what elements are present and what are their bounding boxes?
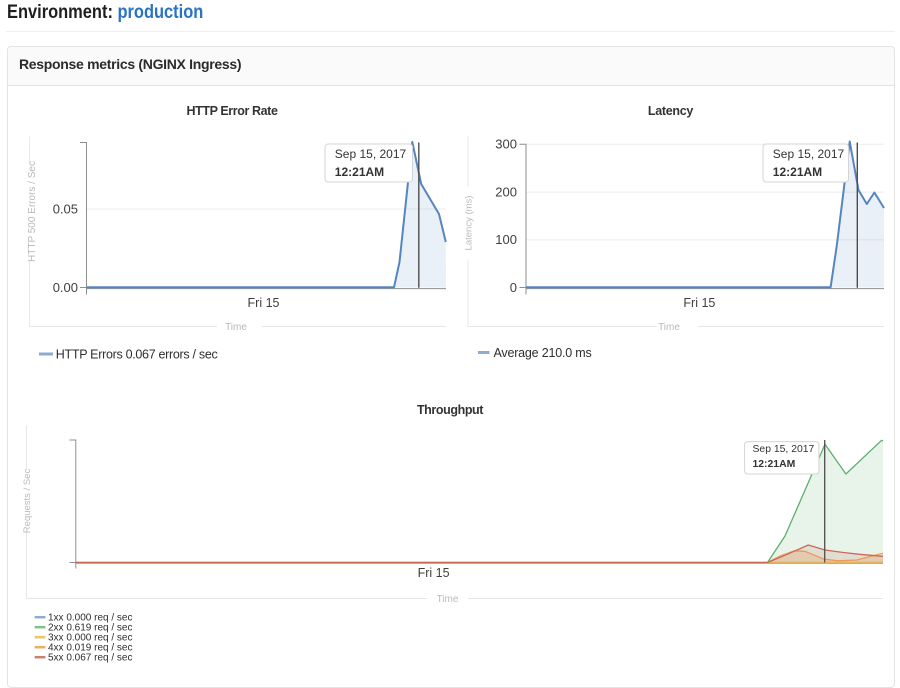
svg-text:200: 200 bbox=[495, 184, 517, 199]
svg-text:1xx 0.000 req / sec: 1xx 0.000 req / sec bbox=[48, 613, 133, 624]
svg-text:Fri 15: Fri 15 bbox=[683, 296, 715, 310]
svg-text:0.05: 0.05 bbox=[53, 202, 78, 217]
svg-text:Requests / Sec: Requests / Sec bbox=[22, 469, 33, 534]
svg-text:Latency (ms): Latency (ms) bbox=[464, 196, 475, 251]
svg-text:Fri 15: Fri 15 bbox=[418, 566, 450, 580]
svg-text:0.00: 0.00 bbox=[53, 280, 78, 295]
svg-text:Time: Time bbox=[658, 322, 680, 333]
svg-text:Throughput: Throughput bbox=[417, 403, 484, 417]
svg-text:300: 300 bbox=[495, 137, 517, 152]
svg-text:Sep 15, 2017: Sep 15, 2017 bbox=[753, 444, 815, 455]
svg-text:Fri 15: Fri 15 bbox=[248, 296, 280, 310]
svg-text:0: 0 bbox=[510, 280, 517, 295]
svg-text:HTTP Error Rate: HTTP Error Rate bbox=[186, 104, 277, 118]
svg-text:4xx 0.019 req / sec: 4xx 0.019 req / sec bbox=[48, 643, 133, 654]
svg-text:Time: Time bbox=[437, 594, 459, 605]
svg-text:Latency: Latency bbox=[648, 104, 693, 118]
svg-text:Sep 15, 2017: Sep 15, 2017 bbox=[773, 147, 845, 161]
svg-text:HTTP Errors 0.067 errors / sec: HTTP Errors 0.067 errors / sec bbox=[56, 348, 218, 362]
svg-text:2xx 0.619 req / sec: 2xx 0.619 req / sec bbox=[48, 623, 133, 634]
svg-text:Average 210.0 ms: Average 210.0 ms bbox=[494, 346, 592, 360]
svg-text:12:21AM: 12:21AM bbox=[753, 459, 796, 470]
svg-text:12:21AM: 12:21AM bbox=[335, 165, 384, 179]
svg-text:3xx 0.000 req / sec: 3xx 0.000 req / sec bbox=[48, 633, 133, 644]
svg-text:HTTP 500 Errors / Sec: HTTP 500 Errors / Sec bbox=[27, 161, 38, 262]
svg-text:12:21AM: 12:21AM bbox=[773, 165, 822, 179]
svg-text:5xx 0.067 req / sec: 5xx 0.067 req / sec bbox=[48, 653, 133, 664]
svg-text:100: 100 bbox=[495, 232, 517, 247]
svg-text:Time: Time bbox=[225, 322, 247, 333]
svg-text:Sep 15, 2017: Sep 15, 2017 bbox=[335, 147, 407, 161]
